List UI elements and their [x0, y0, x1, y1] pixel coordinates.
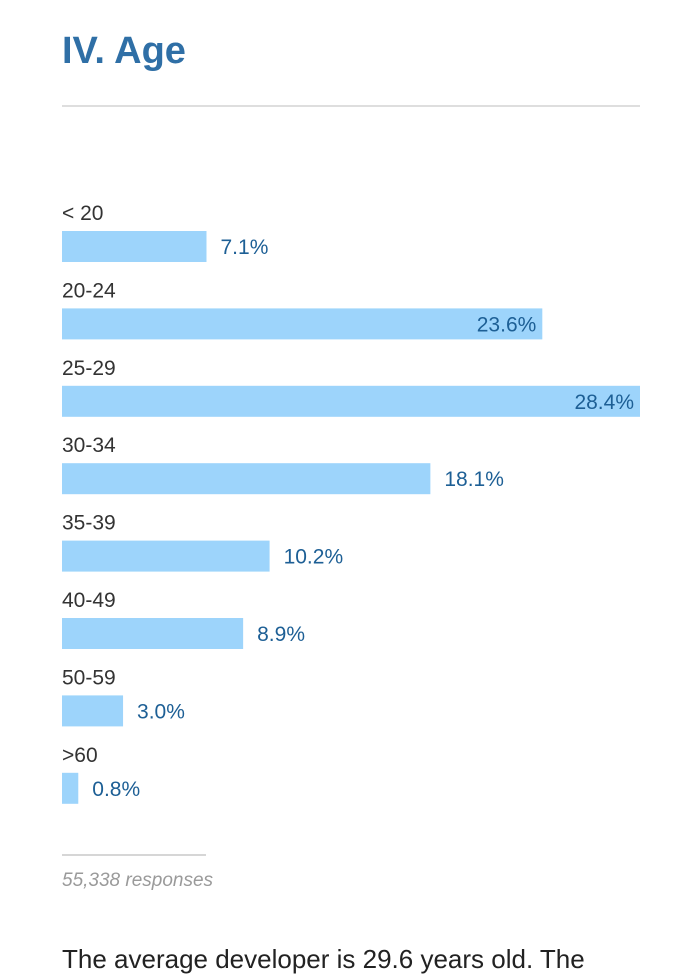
category-label: >60 — [62, 744, 98, 767]
bar — [62, 463, 431, 495]
category-label: 30-34 — [62, 434, 116, 457]
bar — [62, 695, 124, 727]
value-label: 3.0% — [137, 700, 185, 723]
bar — [62, 618, 244, 649]
value-label: 28.4% — [574, 391, 634, 414]
category-label: 25-29 — [62, 357, 116, 380]
category-label: < 20 — [62, 202, 103, 225]
value-label: 23.6% — [477, 313, 537, 336]
bar — [62, 231, 207, 262]
bar — [62, 772, 79, 804]
value-label: 10.2% — [284, 546, 344, 569]
category-label: 20-24 — [62, 279, 116, 302]
category-label: 50-59 — [62, 666, 116, 689]
bar — [62, 308, 543, 340]
responses-count: 55,338 responses — [62, 870, 214, 891]
bar — [62, 540, 270, 572]
value-label: 18.1% — [444, 468, 504, 491]
value-label: 8.9% — [257, 623, 305, 646]
category-label: 35-39 — [62, 512, 116, 535]
value-label: 7.1% — [221, 236, 269, 259]
section-heading: IV. Age — [62, 30, 186, 72]
value-label: 0.8% — [92, 778, 140, 801]
responses-divider — [62, 854, 206, 856]
heading-divider — [62, 105, 640, 107]
bar — [62, 385, 640, 417]
category-label: 40-49 — [62, 589, 116, 612]
